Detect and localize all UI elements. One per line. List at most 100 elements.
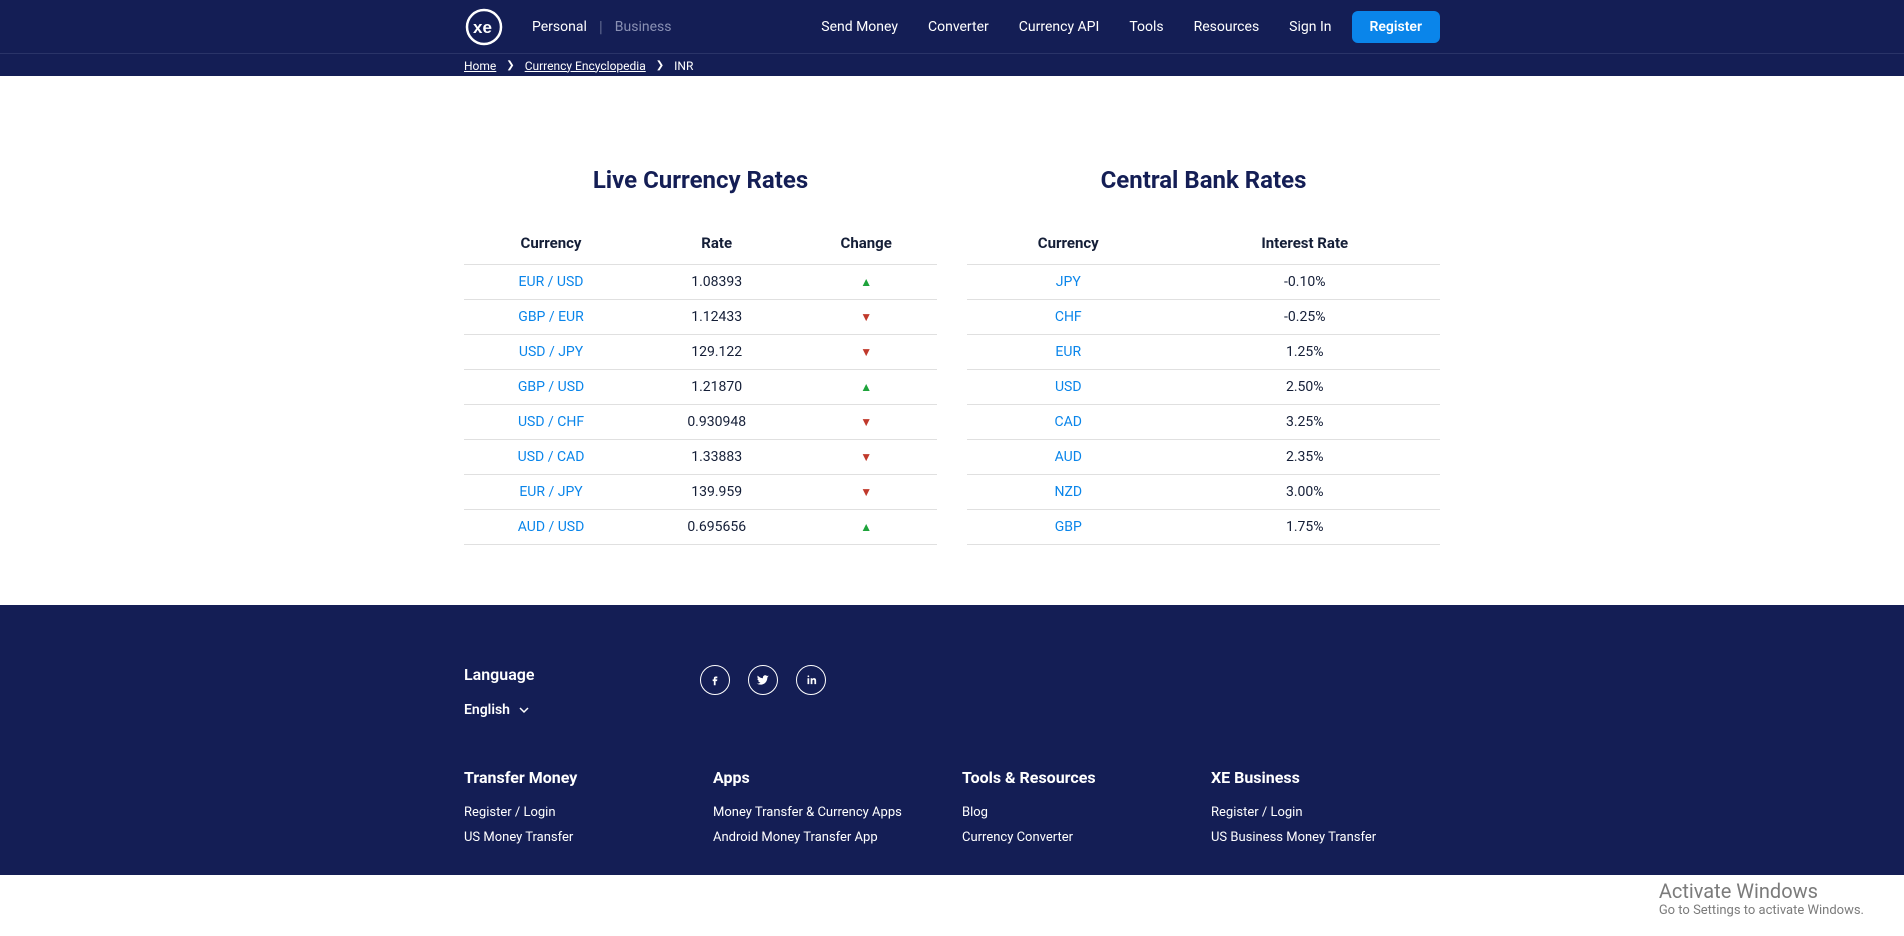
currency-link[interactable]: EUR bbox=[1055, 344, 1081, 360]
social-linkedin[interactable] bbox=[796, 665, 826, 695]
nav-send-money[interactable]: Send Money bbox=[821, 19, 898, 35]
footer-column: Tools & ResourcesBlogCurrency Converter bbox=[962, 768, 1191, 855]
change-cell: ▼ bbox=[795, 335, 937, 370]
currency-pair-link[interactable]: USD / CAD bbox=[518, 449, 585, 465]
currency-pair-link[interactable]: AUD / USD bbox=[518, 519, 585, 535]
currency-pair-cell: USD / JPY bbox=[464, 335, 638, 370]
segment-divider: | bbox=[599, 17, 603, 36]
segment-personal[interactable]: Personal bbox=[532, 19, 587, 35]
rate-cell: 1.08393 bbox=[638, 265, 795, 300]
currency-link[interactable]: AUD bbox=[1055, 449, 1082, 465]
table-row: USD / JPY 129.122▼ bbox=[464, 335, 937, 370]
interest-rate-cell: 1.25% bbox=[1170, 335, 1440, 370]
currency-link[interactable]: JPY bbox=[1056, 274, 1081, 290]
currency-link[interactable]: GBP bbox=[1055, 519, 1082, 535]
footer-column: Transfer MoneyRegister / LoginUS Money T… bbox=[464, 768, 693, 855]
currency-link[interactable]: USD bbox=[1055, 379, 1082, 395]
rate-cell: 0.930948 bbox=[638, 405, 795, 440]
currency-pair-link[interactable]: EUR / JPY bbox=[519, 484, 582, 500]
table-row: GBP / EUR1.12433▼ bbox=[464, 300, 937, 335]
rate-cell: 1.21870 bbox=[638, 370, 795, 405]
header-bar: xe Personal | Business Send Money Conver… bbox=[0, 0, 1904, 53]
live-rates-section: Live Currency Rates Currency Rate Change… bbox=[464, 166, 937, 545]
currency-link[interactable]: NZD bbox=[1054, 484, 1082, 500]
currency-link[interactable]: CAD bbox=[1055, 414, 1082, 430]
change-cell: ▲ bbox=[795, 510, 937, 545]
interest-rate-cell: 3.25% bbox=[1170, 405, 1440, 440]
arrow-down-icon: ▼ bbox=[860, 450, 872, 464]
windows-activate-watermark: Activate Windows Go to Settings to activ… bbox=[1659, 879, 1864, 918]
currency-pair-cell: AUD / USD bbox=[464, 510, 638, 545]
footer-link[interactable]: Money Transfer & Currency Apps bbox=[713, 805, 942, 820]
language-label: Language bbox=[464, 665, 700, 684]
currency-pair-cell: GBP / EUR bbox=[464, 300, 638, 335]
footer-column-title: XE Business bbox=[1211, 768, 1440, 787]
svg-text:xe: xe bbox=[473, 18, 492, 37]
table-row: EUR 1.25% bbox=[967, 335, 1440, 370]
th-interest-rate: Interest Rate bbox=[1170, 224, 1440, 265]
footer-link[interactable]: Currency Converter bbox=[962, 830, 1191, 845]
footer-link[interactable]: Android Money Transfer App bbox=[713, 830, 942, 845]
rate-cell: 129.122 bbox=[638, 335, 795, 370]
footer-link[interactable]: US Business Money Transfer bbox=[1211, 830, 1440, 845]
currency-link[interactable]: CHF bbox=[1055, 309, 1082, 325]
rate-cell: 0.695656 bbox=[638, 510, 795, 545]
change-cell: ▼ bbox=[795, 405, 937, 440]
footer-link[interactable]: Register / Login bbox=[464, 805, 693, 820]
currency-cell: GBP bbox=[967, 510, 1170, 545]
nav-tools[interactable]: Tools bbox=[1129, 19, 1163, 35]
currency-pair-cell: GBP / USD bbox=[464, 370, 638, 405]
nav-resources[interactable]: Resources bbox=[1194, 19, 1260, 35]
live-rates-title: Live Currency Rates bbox=[464, 166, 937, 194]
footer-column: AppsMoney Transfer & Currency AppsAndroi… bbox=[713, 768, 942, 855]
currency-pair-link[interactable]: GBP / USD bbox=[518, 379, 584, 395]
th-currency: Currency bbox=[464, 224, 638, 265]
social-facebook[interactable] bbox=[700, 665, 730, 695]
table-row: CHF -0.25% bbox=[967, 300, 1440, 335]
currency-cell: CHF bbox=[967, 300, 1170, 335]
breadcrumb-encyclopedia[interactable]: Currency Encyclopedia bbox=[525, 59, 646, 73]
register-button[interactable]: Register bbox=[1352, 11, 1441, 43]
sign-in-link[interactable]: Sign In bbox=[1289, 19, 1331, 35]
chevron-right-icon: ❯ bbox=[506, 60, 514, 71]
rate-cell: 1.33883 bbox=[638, 440, 795, 475]
arrow-down-icon: ▼ bbox=[860, 485, 872, 499]
currency-cell: JPY bbox=[967, 265, 1170, 300]
table-row: USD / CHF 0.930948 ▼ bbox=[464, 405, 937, 440]
arrow-up-icon: ▲ bbox=[860, 520, 872, 534]
currency-cell: EUR bbox=[967, 335, 1170, 370]
table-row: USD2.50% bbox=[967, 370, 1440, 405]
change-cell: ▼ bbox=[795, 440, 937, 475]
footer-link[interactable]: Register / Login bbox=[1211, 805, 1440, 820]
bank-rates-section: Central Bank Rates Currency Interest Rat… bbox=[967, 166, 1440, 545]
table-row: AUD2.35% bbox=[967, 440, 1440, 475]
logo[interactable]: xe bbox=[464, 7, 504, 47]
arrow-down-icon: ▼ bbox=[860, 415, 872, 429]
nav-converter[interactable]: Converter bbox=[928, 19, 989, 35]
currency-pair-link[interactable]: USD / CHF bbox=[518, 414, 584, 430]
currency-pair-link[interactable]: GBP / EUR bbox=[518, 309, 583, 325]
th-rate: Rate bbox=[638, 224, 795, 265]
footer-link[interactable]: US Money Transfer bbox=[464, 830, 693, 845]
facebook-icon bbox=[708, 673, 722, 687]
th-change: Change bbox=[795, 224, 937, 265]
footer-link[interactable]: Blog bbox=[962, 805, 1191, 820]
currency-pair-cell: EUR / JPY bbox=[464, 475, 638, 510]
social-twitter[interactable] bbox=[748, 665, 778, 695]
footer-column: XE Business Register / Login US Business M… bbox=[1211, 768, 1440, 855]
chevron-down-icon bbox=[518, 704, 530, 716]
table-row: GBP 1.75% bbox=[967, 510, 1440, 545]
interest-rate-cell: 1.75% bbox=[1170, 510, 1440, 545]
nav-currency-api[interactable]: Currency API bbox=[1019, 19, 1100, 35]
breadcrumb-home[interactable]: Home bbox=[464, 59, 496, 73]
language-value: English bbox=[464, 702, 510, 718]
interest-rate-cell: -0.25% bbox=[1170, 300, 1440, 335]
segment-business[interactable]: Business bbox=[615, 19, 672, 35]
arrow-up-icon: ▲ bbox=[860, 275, 872, 289]
table-row: JPY-0.10% bbox=[967, 265, 1440, 300]
currency-pair-link[interactable]: EUR / USD bbox=[519, 274, 584, 290]
breadcrumb-current: INR bbox=[674, 59, 693, 73]
currency-pair-link[interactable]: USD / JPY bbox=[519, 344, 583, 360]
arrow-down-icon: ▼ bbox=[860, 310, 872, 324]
language-selector[interactable]: English bbox=[464, 702, 700, 718]
